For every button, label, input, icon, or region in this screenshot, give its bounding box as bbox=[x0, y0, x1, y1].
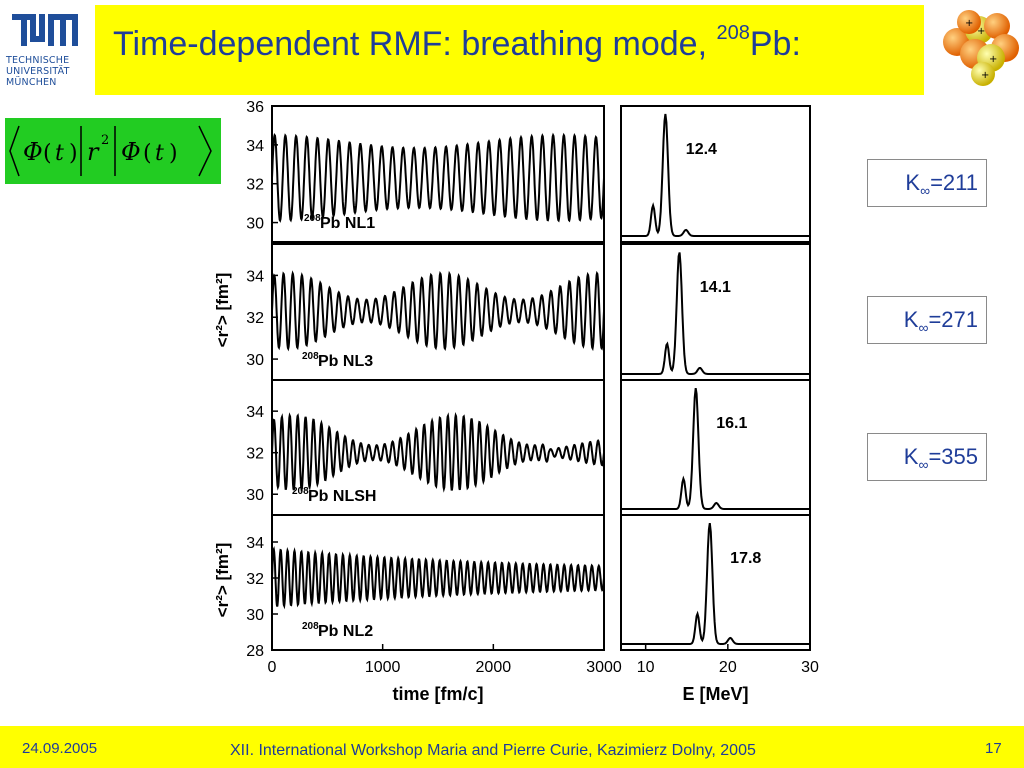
peak-energy-label: 14.1 bbox=[700, 279, 731, 296]
phi-symbol-2: Φ bbox=[121, 138, 141, 166]
panel-label: Pb NL2 bbox=[318, 623, 373, 640]
r-exponent: 2 bbox=[101, 133, 109, 148]
panel-label-superscript: 208 bbox=[292, 486, 309, 497]
svg-text:(: ( bbox=[43, 141, 52, 166]
y-tick-label: 34 bbox=[246, 535, 264, 552]
svg-text:): ) bbox=[69, 141, 78, 166]
panel-label: Pb NL3 bbox=[318, 353, 373, 370]
logo-text-line-1: TECHNISCHE bbox=[6, 55, 70, 66]
spectrum-panel-frame bbox=[620, 379, 811, 516]
k-label-271: K∞=271 bbox=[867, 296, 987, 344]
t-symbol-2: t bbox=[155, 141, 164, 166]
panel-label: Pb NL1 bbox=[320, 215, 375, 232]
title-end: Pb: bbox=[749, 25, 801, 63]
x-axis-title: E [MeV] bbox=[682, 684, 748, 704]
peak-energy-label: 12.4 bbox=[686, 141, 717, 158]
y-axis-title: <r²> [fm²] bbox=[213, 543, 232, 618]
svg-text:+: + bbox=[989, 54, 997, 65]
logo-text-line-2: UNIVERSITÄT bbox=[6, 66, 70, 77]
y-tick-label: 34 bbox=[246, 268, 264, 285]
y-tick-label: 36 bbox=[246, 99, 264, 116]
oscillation-series bbox=[271, 546, 605, 610]
spectrum-series bbox=[621, 252, 810, 375]
x-tick-label: 20 bbox=[719, 659, 737, 676]
y-tick-label: 30 bbox=[246, 216, 264, 233]
expectation-value-formula: Φ ( t ) r 2 Φ ( t ) bbox=[5, 118, 221, 184]
peak-energy-label: 17.8 bbox=[730, 550, 761, 567]
title-superscript: 208 bbox=[716, 21, 750, 44]
spectrum-panel-frame bbox=[620, 514, 811, 651]
svg-text:+: + bbox=[981, 70, 989, 81]
peak-energy-label: 16.1 bbox=[716, 415, 747, 432]
title-bar: Time-dependent RMF: breathing mode, 208P… bbox=[95, 5, 924, 95]
y-tick-label: 34 bbox=[246, 404, 264, 421]
logo-text-line-3: MÜNCHEN bbox=[6, 77, 57, 88]
footer-event: XII. International Workshop Maria and Pi… bbox=[230, 742, 756, 759]
spectrum-series bbox=[621, 387, 810, 510]
y-tick-label: 28 bbox=[246, 643, 264, 660]
page-number: 17 bbox=[985, 740, 1002, 757]
y-tick-label: 30 bbox=[246, 607, 264, 624]
tum-logo-mark bbox=[12, 14, 78, 46]
oscillation-series bbox=[271, 270, 605, 352]
svg-text:+: + bbox=[977, 26, 985, 37]
spectrum-panel-frame bbox=[620, 243, 811, 381]
x-tick-label: 2000 bbox=[476, 659, 512, 676]
x-tick-label: 30 bbox=[801, 659, 819, 676]
spectrum-series bbox=[621, 113, 810, 237]
y-tick-label: 34 bbox=[246, 138, 264, 155]
svg-text:(: ( bbox=[143, 141, 152, 166]
oscillation-series bbox=[271, 411, 605, 493]
phi-symbol-1: Φ bbox=[23, 138, 43, 166]
svg-text:): ) bbox=[169, 141, 178, 166]
title-main: Time-dependent RMF: breathing mode, bbox=[113, 25, 717, 63]
panel-label: Pb NLSH bbox=[308, 488, 376, 505]
x-axis-title: time [fm/c] bbox=[392, 684, 483, 704]
y-tick-label: 30 bbox=[246, 487, 264, 504]
slide-title: Time-dependent RMF: breathing mode, 208P… bbox=[113, 21, 801, 64]
tum-logo: TECHNISCHE UNIVERSITÄT MÜNCHEN bbox=[6, 12, 86, 92]
y-tick-label: 32 bbox=[246, 446, 264, 463]
nucleus-icon: + + + + bbox=[935, 8, 1023, 88]
footer-date: 24.09.2005 bbox=[22, 740, 98, 757]
spectrum-series bbox=[621, 522, 810, 645]
spectrum-panel-frame bbox=[620, 105, 811, 243]
x-tick-label: 0 bbox=[268, 659, 277, 676]
k-label-355: K∞=355 bbox=[867, 433, 987, 481]
y-tick-label: 32 bbox=[246, 571, 264, 588]
t-symbol-1: t bbox=[55, 141, 64, 166]
footer-bar: 24.09.2005 XII. International Workshop M… bbox=[0, 726, 1024, 768]
y-axis-title: <r²> [fm²] bbox=[213, 273, 232, 348]
panel-label-superscript: 208 bbox=[302, 351, 319, 362]
x-tick-label: 1000 bbox=[365, 659, 401, 676]
y-tick-label: 32 bbox=[246, 310, 264, 327]
y-tick-label: 30 bbox=[246, 352, 264, 369]
panel-label-superscript: 208 bbox=[302, 621, 319, 632]
r-symbol: r bbox=[87, 138, 100, 166]
y-tick-label: 32 bbox=[246, 177, 264, 194]
x-tick-label: 3000 bbox=[586, 659, 622, 676]
svg-text:+: + bbox=[965, 18, 973, 29]
x-tick-label: 10 bbox=[637, 659, 655, 676]
panel-label-superscript: 208 bbox=[304, 213, 321, 224]
k-label-211: K∞=211 bbox=[867, 159, 987, 207]
oscillation-series bbox=[271, 132, 605, 223]
